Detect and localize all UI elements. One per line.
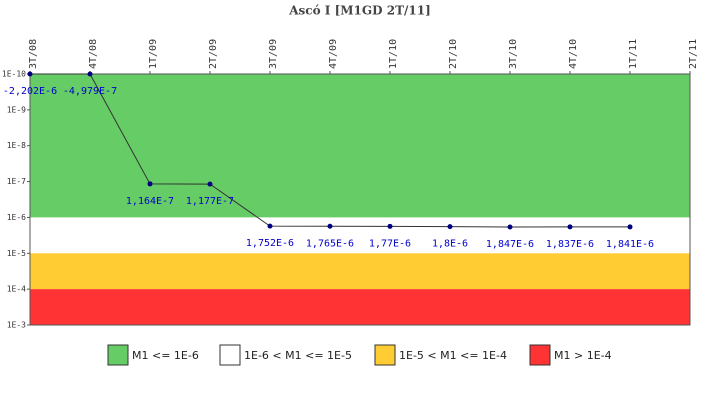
legend-label: 1E-6 < M1 <= 1E-5: [244, 349, 352, 362]
data-point: [207, 181, 213, 187]
x-tick-label: 1T/10: [388, 39, 399, 69]
legend-label: 1E-5 < M1 <= 1E-4: [399, 349, 507, 362]
y-tick-label: 1E-8: [7, 141, 26, 150]
data-point: [147, 181, 153, 187]
plot-frame: [29, 73, 691, 326]
data-label: 1,837E-6: [546, 239, 594, 250]
data-label: 1,77E-6: [369, 238, 411, 249]
data-point: [327, 223, 333, 229]
x-tick-label: 4T/08: [88, 39, 99, 69]
data-label: 1,177E-7: [186, 196, 234, 207]
data-point: [267, 223, 273, 229]
legend-swatch: [219, 344, 241, 366]
data-point: [627, 224, 633, 230]
y-tick-label: 1E-3: [7, 321, 26, 330]
x-tick-label: 3T/10: [508, 39, 519, 69]
data-label: -2,202E-6: [3, 86, 57, 97]
x-tick-label: 2T/09: [208, 39, 219, 69]
y-tick-label: 1E-9: [7, 105, 26, 114]
x-tick-label: 4T/09: [328, 39, 339, 69]
y-tick-label: 1E-6: [7, 213, 26, 222]
x-tick-label: 1T/11: [628, 39, 639, 69]
legend-swatch: [374, 344, 396, 366]
y-tick-label: 1E-10: [2, 70, 26, 79]
x-tick-label: 3T/08: [28, 39, 39, 69]
y-tick-label: 1E-7: [7, 177, 26, 186]
chart-title: Ascó I [M1GD 2T/11]: [288, 4, 431, 18]
data-label: 1,164E-7: [126, 196, 174, 207]
data-label: 1,847E-6: [486, 239, 534, 250]
x-tick-label: 2T/11: [688, 39, 699, 69]
data-point: [27, 71, 33, 77]
legend-swatch: [529, 344, 551, 366]
data-label: -4,979E-7: [63, 86, 117, 97]
band: [30, 217, 690, 254]
data-label: 1,841E-6: [606, 239, 654, 250]
y-tick-label: 1E-4: [7, 285, 26, 294]
band: [30, 289, 690, 325]
legend-label: M1 <= 1E-6: [132, 349, 199, 362]
data-point: [387, 223, 393, 229]
y-tick-label: 1E-5: [7, 249, 26, 258]
legend-label: M1 > 1E-4: [554, 349, 612, 362]
legend-swatch: [107, 344, 129, 366]
x-tick-label: 2T/10: [448, 39, 459, 69]
data-point: [447, 224, 453, 230]
x-tick-label: 4T/10: [568, 39, 579, 69]
x-tick-label: 1T/09: [148, 39, 159, 69]
data-label: 1,765E-6: [306, 238, 354, 249]
band: [30, 74, 690, 218]
data-point: [87, 71, 93, 77]
band: [30, 253, 690, 290]
data-point: [567, 224, 573, 230]
x-tick-label: 3T/09: [268, 39, 279, 69]
data-point: [507, 224, 513, 230]
data-label: 1,8E-6: [432, 239, 468, 250]
data-label: 1,752E-6: [246, 238, 294, 249]
